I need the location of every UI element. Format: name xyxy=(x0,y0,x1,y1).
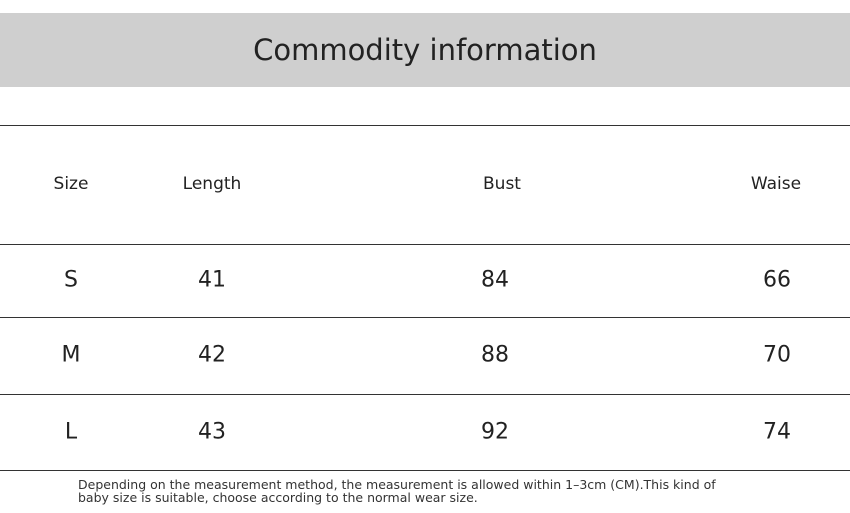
table-cell: L xyxy=(64,419,78,445)
table-cell: 41 xyxy=(198,267,226,293)
title: Commodity information xyxy=(0,13,850,87)
rule xyxy=(0,244,850,245)
table-cell: 42 xyxy=(198,342,226,368)
rule xyxy=(0,125,850,126)
column-header: Bust xyxy=(483,174,521,194)
table-cell: 66 xyxy=(763,267,791,293)
table-cell: 70 xyxy=(763,342,791,368)
table-cell: 43 xyxy=(198,419,226,445)
table-cell: M xyxy=(61,342,81,368)
table-cell: 88 xyxy=(481,342,509,368)
column-header: Length xyxy=(182,174,242,194)
rule xyxy=(0,470,850,471)
rule xyxy=(0,394,850,395)
column-header: Waise xyxy=(750,174,802,194)
note: Depending on the measurement method, the… xyxy=(78,477,716,505)
rule xyxy=(0,317,850,318)
table-cell: S xyxy=(64,267,78,293)
table-cell: 84 xyxy=(481,267,509,293)
table-cell: 74 xyxy=(763,419,791,445)
column-header: Size xyxy=(53,174,89,194)
table-cell: 92 xyxy=(481,419,509,445)
